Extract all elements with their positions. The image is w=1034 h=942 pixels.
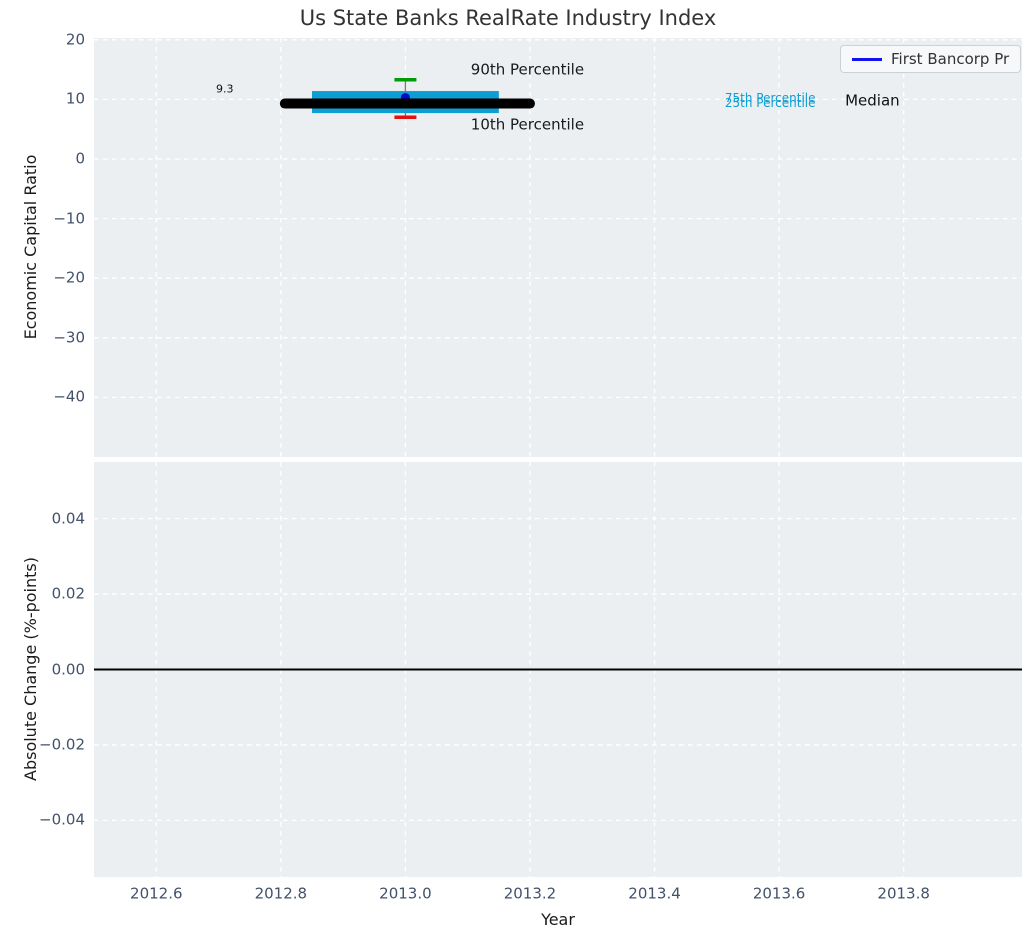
annotation-10th-percentile: 10th Percentile <box>470 115 585 134</box>
y-tick-label-top: 10 <box>65 89 85 108</box>
x-axis-label: Year <box>541 910 575 929</box>
y-tick-label-top: 0 <box>75 149 85 168</box>
annotation-25th-percentile: 25th Percentile <box>724 95 816 110</box>
x-tick-label: 2012.8 <box>254 884 308 903</box>
y-axis-label-bottom: Absolute Change (%-points) <box>21 557 40 781</box>
y-tick-label-top: −40 <box>53 387 85 406</box>
x-tick-label: 2013.0 <box>379 884 432 903</box>
legend-label: First Bancorp Pr <box>891 50 1010 68</box>
annotation-75th-percentile: 75th Percentile <box>724 90 816 105</box>
chart-title: Us State Banks RealRate Industry Index <box>299 6 717 30</box>
y-tick-label-bottom: 0.02 <box>51 584 85 603</box>
annotation-9-3: 9.3 <box>216 82 234 96</box>
x-tick-label: 2013.2 <box>503 884 557 903</box>
y-tick-label-bottom: −0.02 <box>39 735 85 754</box>
y-tick-label-top: −20 <box>53 268 85 287</box>
y-tick-label-bottom: 0.04 <box>51 509 85 528</box>
bottom-plot-area <box>94 462 1022 877</box>
y-tick-label-top: −10 <box>53 209 85 228</box>
x-tick-label: 2013.4 <box>628 884 681 903</box>
y-tick-label-bottom: 0.00 <box>51 660 85 678</box>
y-tick-label-top: −30 <box>53 328 85 347</box>
annotation-90th-percentile: 90th Percentile <box>470 60 585 79</box>
x-tick-label: 2013.8 <box>877 884 930 903</box>
y-tick-label-bottom: −0.04 <box>39 810 85 829</box>
legend-line-icon <box>852 57 882 61</box>
top-plot-area <box>94 38 1022 457</box>
y-tick-label-top: 20 <box>65 30 85 49</box>
legend[interactable]: First Bancorp Pr <box>840 45 1022 73</box>
x-tick-label: 2012.6 <box>130 884 183 903</box>
annotation-median: Median <box>845 91 900 110</box>
y-axis-label-top: Economic Capital Ratio <box>21 154 40 340</box>
x-tick-label: 2013.6 <box>752 884 806 903</box>
